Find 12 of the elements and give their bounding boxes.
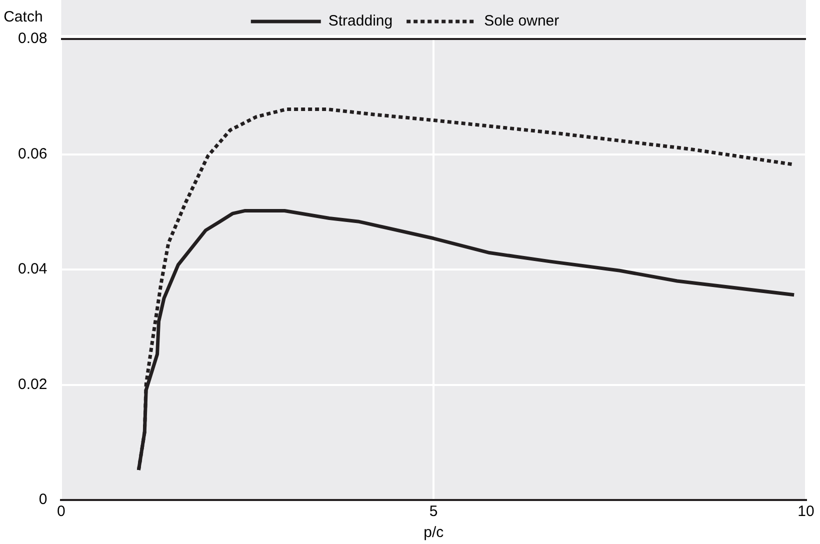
- x-tick-label: 5: [429, 503, 438, 520]
- legend-label: Stradding: [328, 12, 393, 30]
- x-tick-label: 0: [57, 503, 66, 520]
- y-axis-title: Catch: [4, 8, 43, 26]
- y-tick-label: 0.08: [18, 30, 48, 48]
- legend-label: Sole owner: [484, 12, 560, 30]
- y-tick-label: 0.02: [18, 376, 48, 393]
- y-tick-label: 0: [38, 491, 48, 508]
- y-tick-label: 0.04: [18, 260, 48, 278]
- x-axis-title: p/c: [424, 524, 444, 542]
- y-tick-label: 0.06: [18, 145, 48, 162]
- x-tick-label: 10: [798, 503, 814, 520]
